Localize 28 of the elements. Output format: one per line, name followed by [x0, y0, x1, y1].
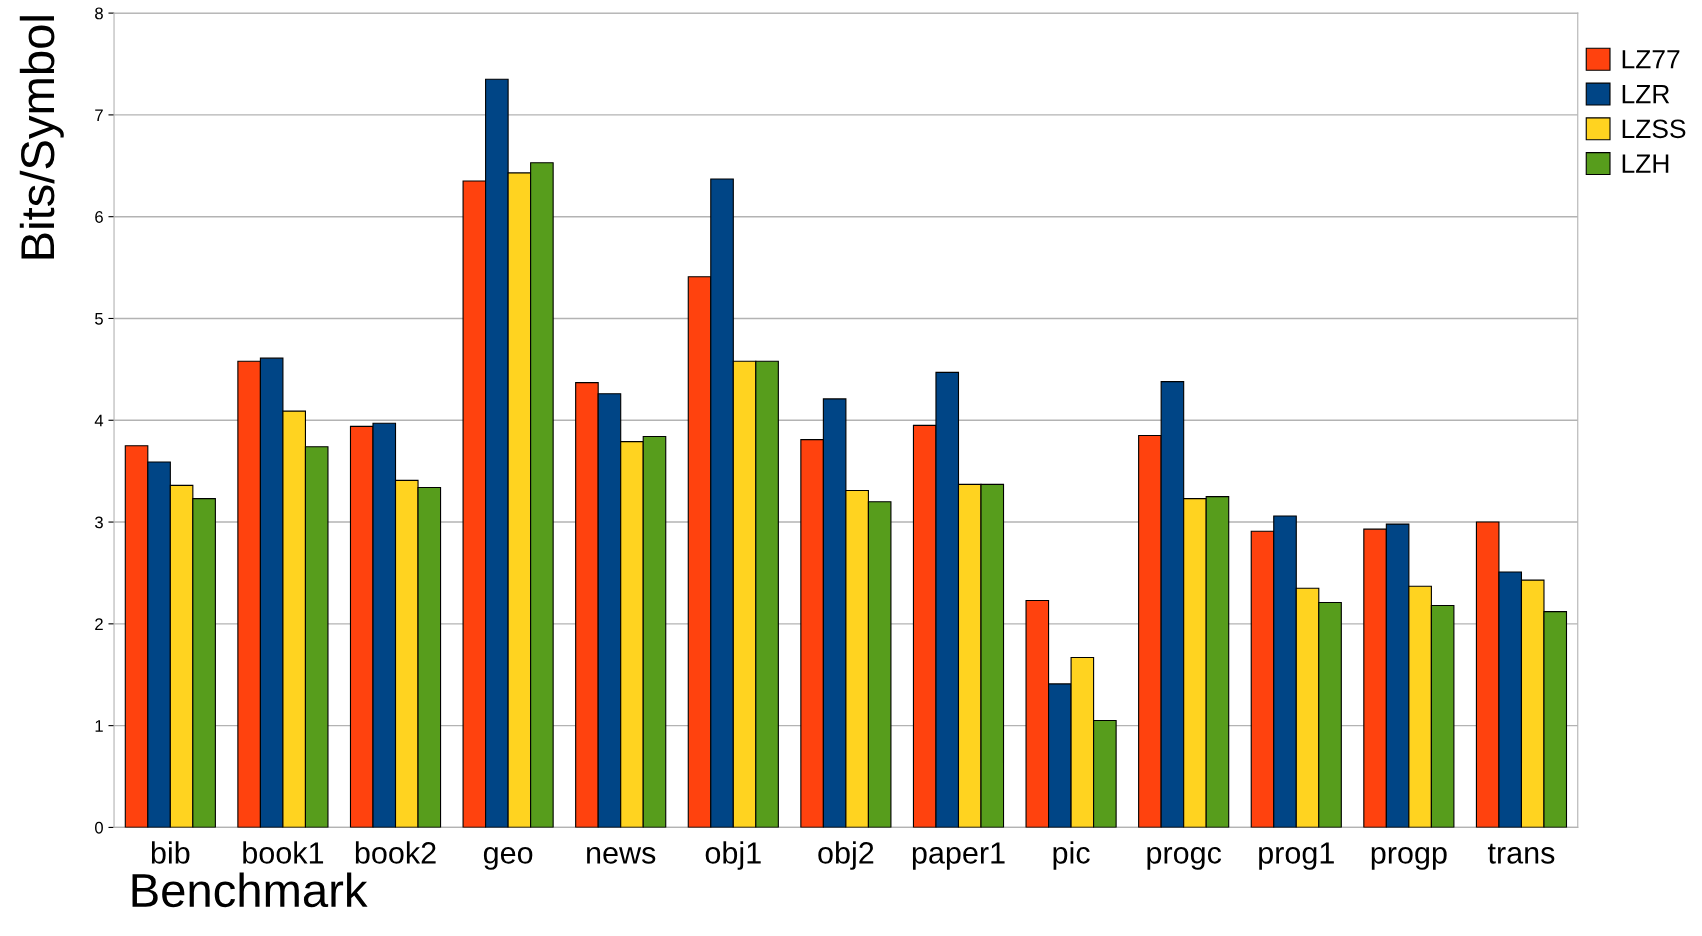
x-tick-label: progp	[1371, 847, 1447, 870]
y-axis-title: Bits/Symbol	[19, 16, 64, 259]
x-tick-label: news	[587, 847, 656, 864]
x-tick-label: obj1	[705, 841, 761, 870]
y-tick-label: 7	[95, 109, 103, 121]
x-tick-label: progc	[1147, 847, 1222, 870]
y-tick-label: 6	[95, 211, 103, 223]
y-tick-label: 0	[95, 821, 103, 834]
x-tick-label: pic	[1053, 841, 1090, 870]
x-tick-label: obj2	[818, 841, 874, 870]
legend-label: LZH	[1622, 154, 1669, 173]
x-axis-title: Benchmark	[132, 872, 368, 908]
y-tick-label: 8	[95, 7, 103, 20]
legend-label: LZSS	[1622, 119, 1686, 139]
x-tick-label: book2	[355, 841, 436, 864]
y-tick-label: 4	[94, 414, 104, 427]
x-tick-label: book1	[243, 841, 324, 864]
legend-label: LZR	[1622, 84, 1670, 104]
x-tick-label: paper1	[912, 842, 1005, 870]
x-tick-label: bib	[151, 841, 190, 864]
x-tick-label: prog1	[1259, 842, 1334, 870]
y-tick-label: 5	[95, 313, 103, 325]
y-tick-label: 2	[95, 618, 103, 630]
x-tick-label: trans	[1487, 843, 1555, 864]
y-tick-label: 1	[95, 720, 103, 732]
x-tick-label: geo	[483, 847, 533, 870]
y-tick-label: 3	[94, 516, 103, 529]
legend-label: LZ77	[1622, 50, 1680, 69]
